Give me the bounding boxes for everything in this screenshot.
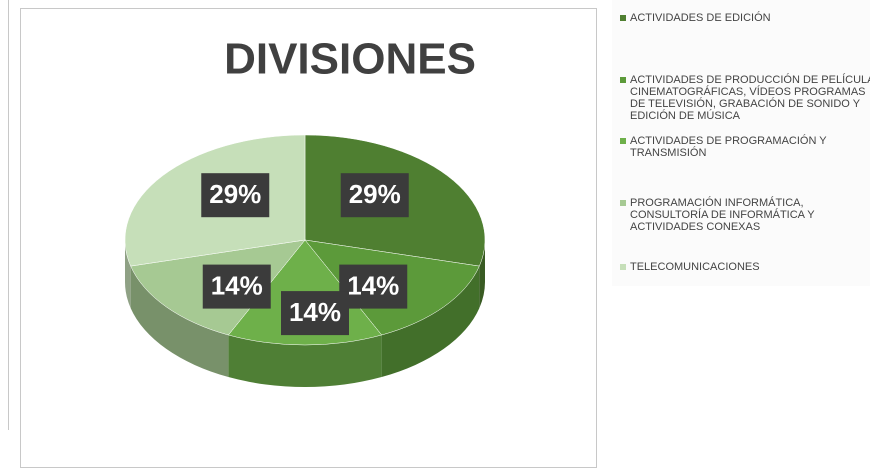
legend-entry: TELECOMUNICACIONES xyxy=(620,261,870,273)
data-label: 14% xyxy=(347,270,399,300)
legend-swatch xyxy=(620,264,626,270)
chart-title: DIVISIONES xyxy=(224,35,476,84)
chart: DIVISIONES 29%14%14%14%29% xyxy=(124,35,486,387)
legend-entry: PROGRAMACIÓN INFORMÁTICA, CONSULTORÍA DE… xyxy=(620,197,870,233)
data-label: 14% xyxy=(289,297,341,327)
slice-side xyxy=(381,266,480,378)
legend-label: ACTIVIDADES DE PROGRAMACIÓN Y TRANSMISIÓ… xyxy=(630,135,827,159)
legend-label: ACTIVIDADES DE EDICIÓN xyxy=(630,12,771,24)
legend-label: PROGRAMACIÓN INFORMÁTICA, CONSULTORÍA DE… xyxy=(630,197,815,233)
legend-swatch xyxy=(620,15,626,21)
legend-entry: ACTIVIDADES DE PROGRAMACIÓN Y TRANSMISIÓ… xyxy=(620,135,870,159)
legend-swatch xyxy=(620,77,626,83)
data-label-box xyxy=(281,291,349,336)
slice-side xyxy=(228,335,382,387)
legend-entry: ACTIVIDADES DE EDICIÓN xyxy=(620,12,870,24)
data-label-box xyxy=(340,173,409,218)
slice-side xyxy=(479,240,485,309)
slice-side xyxy=(130,266,229,378)
slice-side xyxy=(125,240,131,309)
legend-swatch xyxy=(620,138,626,144)
legend-label: TELECOMUNICACIONES xyxy=(630,261,760,273)
data-label: 29% xyxy=(209,179,261,209)
page: DIVISIONES 29% 14% 14% 14% 29% ACTIVIDADES D… xyxy=(8,0,870,468)
data-label: 29% xyxy=(349,179,401,209)
data-label-box xyxy=(339,264,408,309)
legend-label: ACTIVIDADES DE PRODUCCIÓN DE PELÍCULAS C… xyxy=(630,74,870,122)
border-line xyxy=(8,0,9,430)
data-label-box xyxy=(202,264,271,309)
legend-entry: ACTIVIDADES DE PRODUCCIÓN DE PELÍCULAS C… xyxy=(620,74,870,122)
legend-swatch xyxy=(620,200,626,206)
data-label-box xyxy=(201,173,270,218)
legend: ACTIVIDADES DE EDICIÓN ACTIVIDADES DE PRO… xyxy=(612,0,870,286)
data-label: 14% xyxy=(211,270,263,300)
